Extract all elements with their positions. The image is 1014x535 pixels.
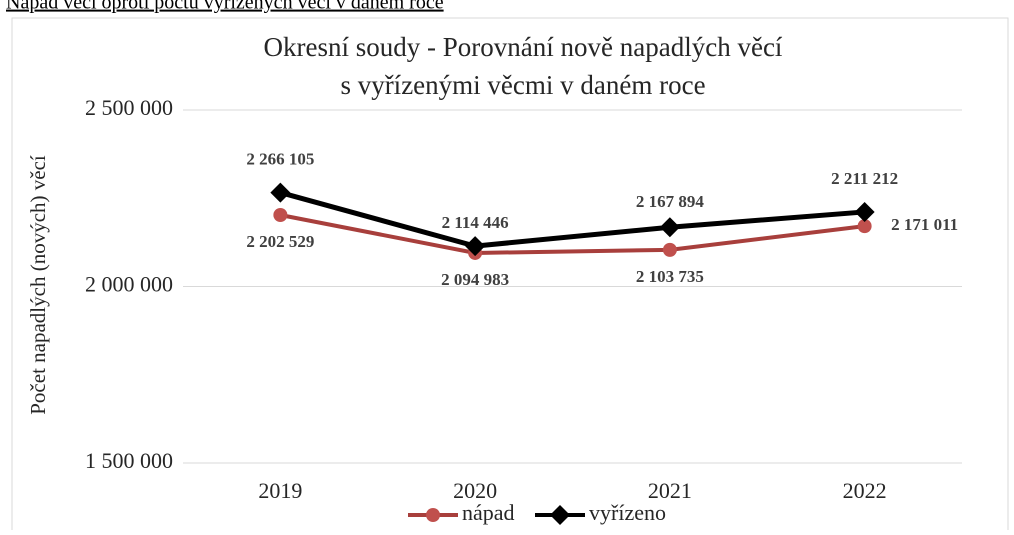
y-tick-label: 2 500 000 — [85, 95, 173, 120]
y-tick-label: 1 500 000 — [85, 448, 173, 473]
marker — [465, 236, 486, 257]
data-label: 2 202 529 — [246, 232, 314, 251]
marker — [854, 201, 875, 222]
marker — [550, 505, 570, 525]
data-label: 2 171 011 — [891, 215, 958, 234]
chart-title: s vyřízenými věcmi v daném roce — [340, 70, 705, 100]
data-label: 2 103 735 — [636, 267, 704, 286]
data-label: 2 167 894 — [636, 192, 705, 211]
y-axis-label: Počet napadlých (nových) věcí — [26, 155, 50, 415]
series-line — [279, 213, 865, 255]
marker — [659, 217, 680, 238]
legend-label: nápad — [462, 500, 515, 525]
caption: Nápad věcí oproti počtu vyřízených věcí … — [6, 0, 444, 14]
chart-title: Okresní soudy - Porovnání nově napadlých… — [264, 32, 783, 62]
marker — [857, 219, 872, 234]
data-label: 2 211 212 — [831, 169, 898, 188]
marker — [426, 508, 440, 522]
x-tick-label: 2019 — [258, 478, 302, 503]
x-tick-label: 2021 — [648, 478, 692, 503]
data-label: 2 114 446 — [442, 213, 509, 232]
legend-label: vyřízeno — [589, 500, 666, 525]
chart-frame — [11, 17, 1009, 535]
marker — [273, 208, 288, 223]
series-line — [279, 190, 865, 249]
data-label: 2 094 983 — [441, 270, 509, 289]
data-label: 2 266 105 — [246, 149, 314, 168]
y-tick-label: 2 000 000 — [85, 272, 173, 297]
x-tick-label: 2022 — [843, 478, 887, 503]
x-tick-label: 2020 — [453, 478, 497, 503]
marker — [270, 182, 291, 203]
marker — [662, 242, 677, 257]
